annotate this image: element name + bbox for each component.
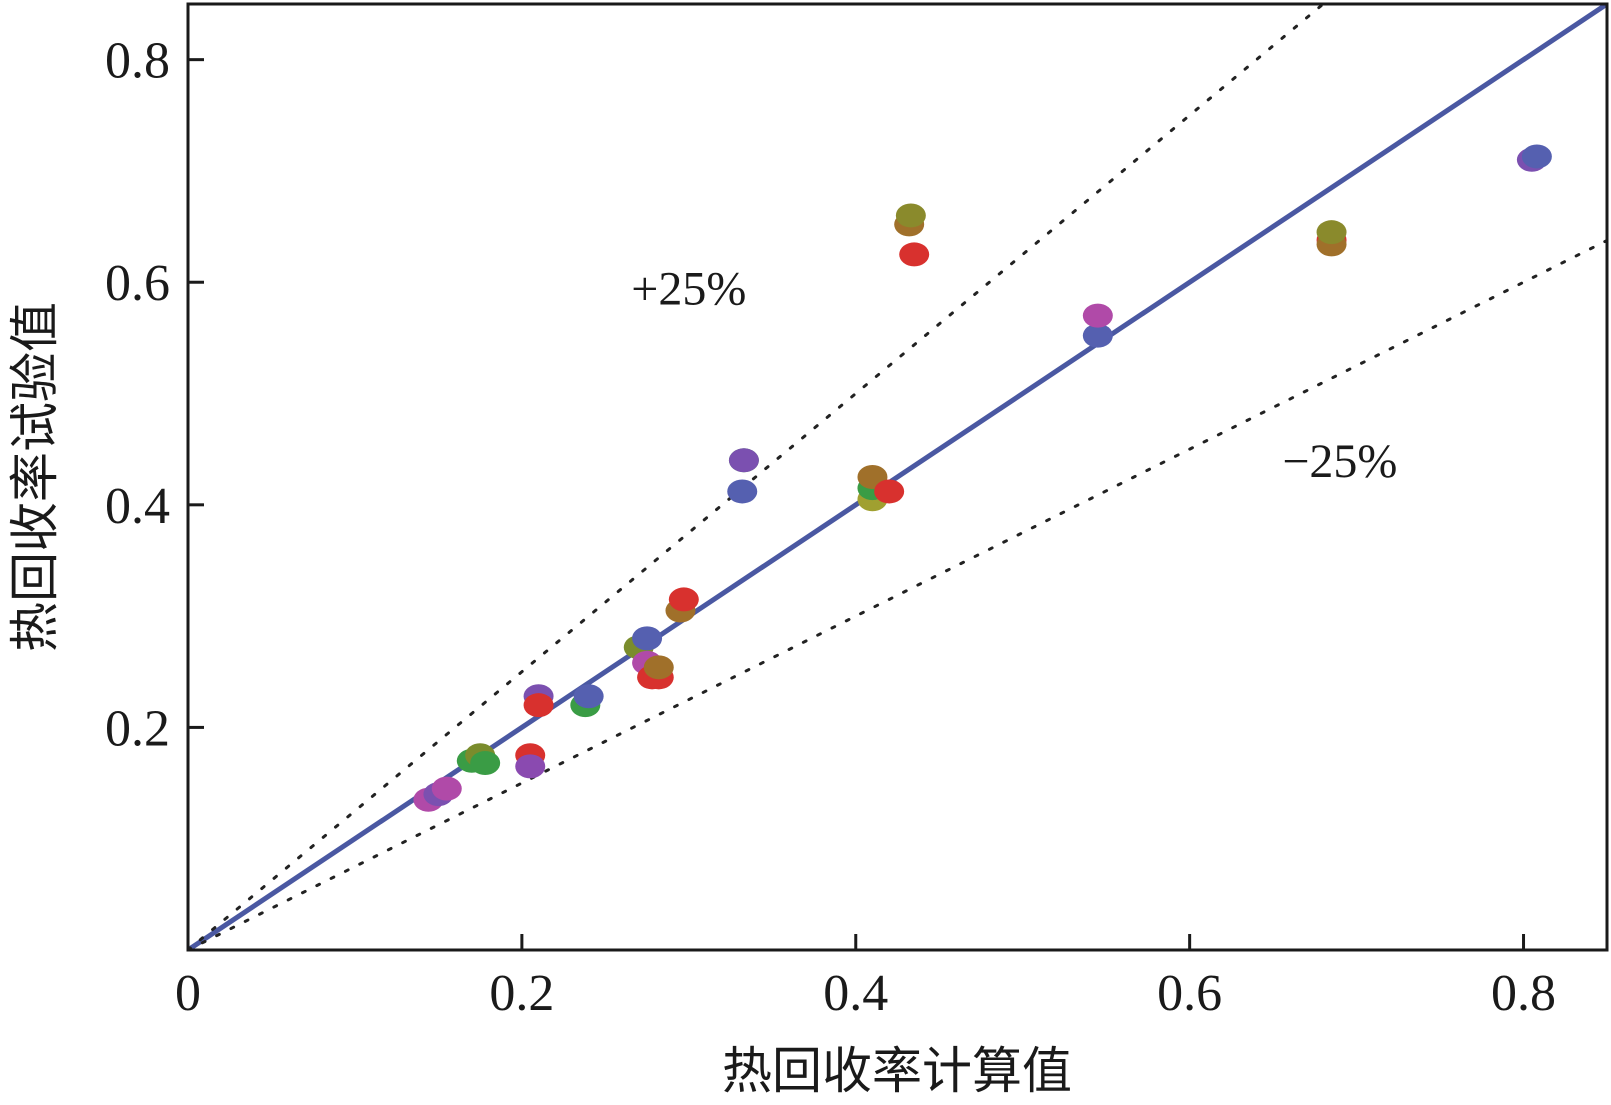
data-points — [413, 144, 1552, 812]
plus-25-label: +25% — [631, 262, 746, 315]
data-point — [515, 754, 546, 779]
data-point — [1082, 303, 1113, 328]
x-tick-label: 0.4 — [823, 965, 888, 1022]
x-tick-label: 0.6 — [1157, 965, 1222, 1022]
data-point — [573, 684, 604, 709]
data-point — [1082, 323, 1113, 348]
plus-25-line — [188, 4, 1326, 950]
data-point — [470, 751, 501, 776]
y-tick-label: 0.8 — [105, 33, 170, 90]
data-point — [728, 448, 759, 473]
data-point — [895, 203, 926, 228]
x-tick-label: 0.2 — [489, 965, 554, 1022]
x-axis-ticks: 0 0.2 0.4 0.6 0.8 — [175, 934, 1556, 1022]
plot-frame — [186, 2, 1609, 952]
data-point — [899, 242, 930, 267]
data-point — [523, 693, 554, 718]
data-point — [1316, 220, 1347, 245]
data-point — [1521, 144, 1552, 169]
x-tick-label: 0 — [175, 965, 201, 1022]
data-point — [727, 479, 758, 504]
data-point — [874, 479, 905, 504]
x-tick-label: 0.8 — [1491, 965, 1556, 1022]
y-tick-label: 0.4 — [105, 478, 170, 535]
y-tick-label: 0.2 — [105, 700, 170, 757]
data-point — [668, 587, 699, 612]
data-point — [431, 776, 462, 801]
data-point — [643, 655, 674, 680]
y-axis-ticks: 0.2 0.4 0.6 0.8 — [105, 33, 204, 757]
minus-25-label: −25% — [1282, 435, 1397, 488]
minus-25-line — [188, 239, 1607, 950]
y-tick-label: 0.6 — [105, 255, 170, 312]
data-point — [632, 626, 663, 651]
y-axis-title: 热回收率试验值 — [6, 302, 64, 652]
x-axis-title: 热回收率计算值 — [722, 1042, 1072, 1100]
band-annotations: +25% −25% — [631, 262, 1397, 488]
